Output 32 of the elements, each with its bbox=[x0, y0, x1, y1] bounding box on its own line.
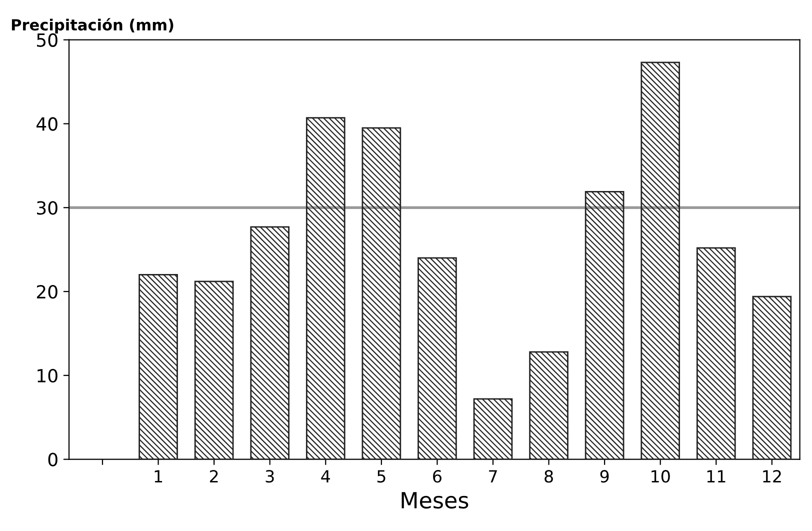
bar bbox=[529, 351, 568, 460]
y-tick-label: 0 bbox=[48, 452, 58, 466]
y-tick-label: 20 bbox=[36, 284, 58, 299]
y-tick-label: 40 bbox=[36, 117, 58, 131]
x-tick-label: 7 bbox=[489, 470, 497, 482]
bar bbox=[584, 190, 624, 460]
bar bbox=[362, 127, 402, 460]
x-tick-label: 11 bbox=[707, 470, 726, 482]
bar bbox=[752, 296, 792, 460]
x-tick-label: 5 bbox=[377, 470, 386, 483]
x-tick-label: 10 bbox=[652, 470, 670, 483]
bar bbox=[306, 117, 346, 460]
bar bbox=[250, 226, 290, 460]
bar bbox=[194, 280, 234, 460]
y-axis-title: Precipitación (mm) bbox=[12, 18, 174, 34]
x-tick-label: 2 bbox=[210, 470, 218, 482]
y-tick-label: 30 bbox=[37, 201, 58, 215]
bar bbox=[418, 257, 457, 460]
y-tick-label: 10 bbox=[38, 368, 58, 383]
bar bbox=[696, 247, 736, 460]
x-tick-label: 6 bbox=[433, 470, 442, 483]
x-tick-label: 12 bbox=[763, 470, 781, 482]
bar bbox=[138, 274, 178, 460]
x-tick-label: 1 bbox=[154, 470, 162, 482]
x-tick-label: 8 bbox=[544, 470, 553, 483]
bar bbox=[640, 62, 680, 460]
x-tick-label: 4 bbox=[321, 470, 330, 482]
x-tick-label: 9 bbox=[600, 470, 609, 483]
y-tick-label: 50 bbox=[37, 33, 58, 47]
bar bbox=[473, 398, 513, 460]
x-tick-label: 3 bbox=[266, 470, 274, 483]
x-axis-title: Meses bbox=[402, 492, 468, 509]
